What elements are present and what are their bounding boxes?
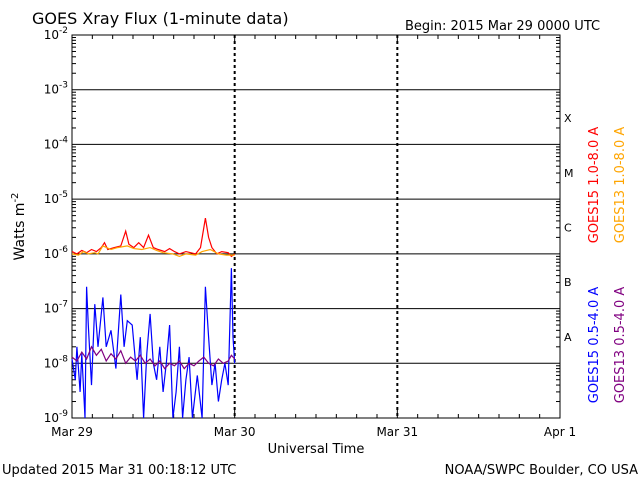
y-tick-label: 10-3: [44, 81, 68, 97]
legend-entry: GOES15 0.5-4.0 A: [587, 287, 602, 404]
y-tick-base: 10: [44, 28, 59, 42]
y-tick-label: 10-4: [44, 135, 69, 151]
y-axis-label-text: Watts m: [12, 203, 28, 261]
x-axis-label: Universal Time: [268, 442, 365, 457]
y-tick-exponent: -6: [59, 245, 68, 255]
y-tick-label: 10-2: [44, 26, 68, 42]
flare-class-label: B: [564, 276, 572, 289]
begin-label: Begin: 2015 Mar 29 0000 UTC: [405, 19, 600, 34]
flare-class-label: C: [564, 222, 572, 235]
flare-class-label: A: [564, 331, 572, 344]
y-tick-base: 10: [44, 247, 59, 261]
x-tick-label: Apr 1: [544, 425, 576, 439]
chart-title: GOES Xray Flux (1-minute data): [32, 9, 289, 28]
y-axis-label-sup: -2: [10, 193, 21, 203]
legend-entry: GOES15 1.0-8.0 A: [587, 127, 602, 244]
y-tick-exponent: -3: [59, 81, 68, 91]
y-tick-base: 10: [44, 302, 59, 316]
flare-class-label: M: [564, 167, 574, 180]
y-tick-base: 10: [44, 192, 59, 206]
footer-updated: Updated 2015 Mar 31 00:18:12 UTC: [2, 463, 236, 478]
y-tick-exponent: -5: [59, 190, 68, 200]
footer-credit: NOAA/SWPC Boulder, CO USA: [445, 463, 638, 478]
y-tick-exponent: -7: [59, 300, 68, 310]
series-line: [71, 345, 236, 370]
y-tick-base: 10: [44, 411, 59, 425]
y-tick-label: 10-9: [44, 409, 69, 425]
y-tick-exponent: -4: [59, 135, 68, 145]
y-tick-exponent: -9: [59, 409, 68, 419]
y-tick-exponent: -8: [59, 354, 68, 364]
x-tick-label: Mar 31: [376, 425, 418, 439]
x-tick-label: Mar 30: [214, 425, 256, 439]
x-tick-label: Mar 29: [51, 425, 93, 439]
series-line: [71, 245, 235, 258]
series-line: [71, 268, 236, 419]
y-tick-base: 10: [44, 137, 59, 151]
legend-entry: GOES13 1.0-8.0 A: [613, 127, 628, 244]
y-tick-exponent: -2: [59, 26, 68, 36]
flare-class-label: X: [564, 112, 572, 125]
legend-entry: GOES13 0.5-4.0 A: [613, 287, 628, 404]
y-tick-base: 10: [44, 356, 59, 370]
y-tick-label: 10-5: [44, 190, 68, 206]
y-tick-base: 10: [44, 83, 59, 97]
series-line: [71, 218, 236, 258]
y-tick-label: 10-7: [44, 300, 68, 316]
y-tick-label: 10-8: [44, 354, 69, 370]
plot-frame: [71, 34, 561, 419]
y-axis-label: Watts m-2: [10, 193, 28, 261]
y-tick-label: 10-6: [44, 245, 69, 261]
